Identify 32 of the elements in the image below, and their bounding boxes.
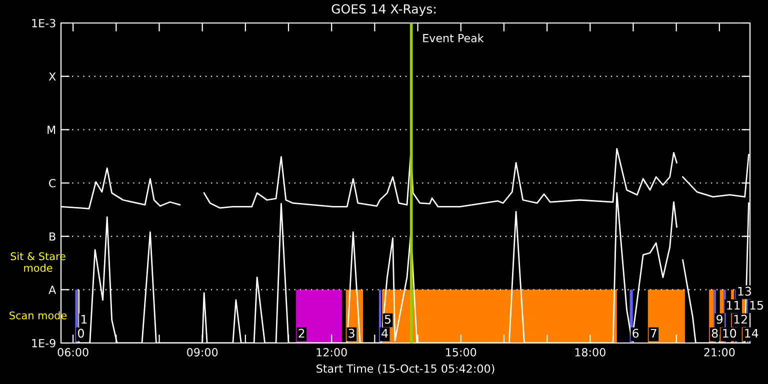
band-label: 14 — [745, 328, 758, 338]
band-label: 9 — [716, 314, 722, 324]
ref-line-label: Event Peak — [423, 34, 484, 42]
band-label: 0 — [78, 328, 84, 338]
band-label: 11 — [727, 300, 740, 310]
band-label: 13 — [738, 286, 751, 296]
band-label: 15 — [750, 300, 763, 310]
y-tick-label: 1E-9 — [32, 338, 56, 348]
y-tick-label: 1E-3 — [32, 18, 56, 28]
x-tick-label: 21:00 — [704, 348, 735, 356]
band-label: 12 — [734, 314, 747, 324]
band-label: 7 — [650, 328, 656, 338]
band-label: 6 — [632, 328, 639, 338]
x-tick-label: 15:00 — [446, 348, 476, 356]
y-tick-label: B — [50, 232, 56, 241]
band-label: 8 — [712, 328, 718, 338]
y-tick-label: M — [48, 126, 56, 134]
band-label: 5 — [384, 314, 390, 324]
x-axis-title: Start Time (15-Oct-15 05:42:00) — [316, 364, 494, 374]
band-label: 4 — [382, 328, 388, 338]
chart-title: GOES 14 X-Rays: — [332, 4, 436, 16]
x-tick-label: 06:00 — [58, 348, 88, 356]
x-tick-label: 12:00 — [316, 348, 347, 356]
band-label: 1 — [82, 314, 87, 324]
band-label: 3 — [348, 328, 354, 338]
y-tick-label: C — [49, 178, 56, 188]
y-tick-label: X — [48, 72, 56, 81]
x-tick-label: 09:00 — [187, 348, 218, 356]
band-label: 10 — [723, 328, 736, 338]
band-label: 2 — [298, 328, 304, 338]
x-tick-label: 18:00 — [575, 348, 606, 356]
y-tick-label: A — [48, 286, 56, 294]
